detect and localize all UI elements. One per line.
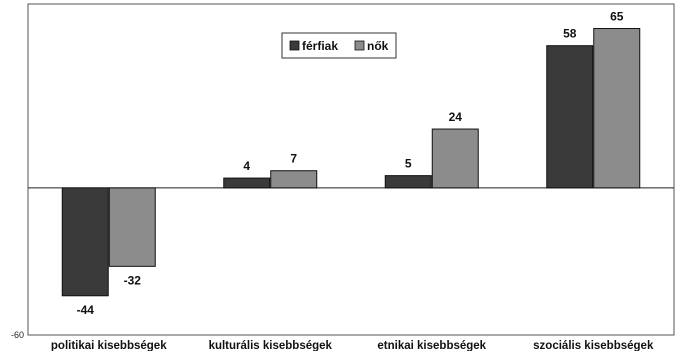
- data-label: -44: [77, 303, 95, 317]
- bar-ferfiak-0: [61, 187, 109, 297]
- data-label: -32: [124, 273, 142, 287]
- legend-label: nők: [367, 39, 389, 53]
- data-label: 4: [243, 159, 250, 173]
- bar-nok-3: [593, 28, 641, 189]
- category-label: etnikai kisebbségek: [377, 340, 486, 351]
- bar-nok-1: [270, 170, 318, 189]
- legend: férfiak nők: [281, 32, 397, 59]
- bars-group: [61, 28, 641, 297]
- bar-ferfiak-1: [223, 177, 271, 189]
- bar-ferfiak-2: [384, 175, 432, 189]
- data-label: 65: [610, 10, 624, 24]
- category-label: kulturális kisebbségek: [209, 340, 333, 351]
- data-label: 24: [449, 110, 463, 124]
- legend-swatch: [289, 40, 300, 51]
- bar-nok-0: [108, 187, 156, 267]
- legend-box: [281, 32, 397, 59]
- y-tick-label: -60: [11, 330, 24, 340]
- legend-label: férfiak: [302, 39, 338, 53]
- category-label: szociális kisebbségek: [533, 340, 654, 351]
- bar-ferfiak-3: [546, 45, 594, 189]
- data-label: 5: [405, 157, 412, 171]
- legend-swatch: [354, 40, 365, 51]
- data-label: 7: [290, 152, 297, 166]
- data-label: 58: [563, 27, 577, 41]
- plot-frame: [27, 3, 675, 336]
- bar-nok-2: [431, 128, 479, 189]
- category-label: politikai kisebbségek: [51, 340, 167, 351]
- labels-group: -44 -32 politikai kisebbségek 4 7 kulturális …: [51, 10, 654, 351]
